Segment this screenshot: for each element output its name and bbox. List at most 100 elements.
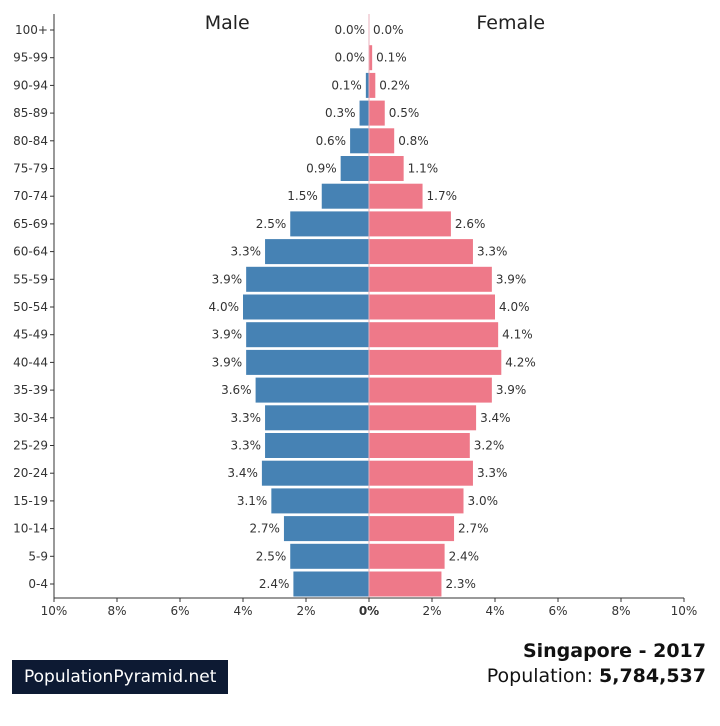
age-group-label: 50-54 [13,300,48,314]
population-value: 5,784,537 [599,665,706,687]
male-bar-85-89 [359,100,369,126]
male-value-label: 2.5% [256,217,287,231]
female-bar-85-89 [369,100,385,126]
female-bar-15-19 [369,488,464,514]
female-bar-20-24 [369,460,473,486]
male-value-label: 4.0% [209,300,240,314]
female-bar-50-54 [369,294,495,320]
female-bar-10-14 [369,516,455,542]
female-value-label: 3.3% [477,245,508,259]
country-year-title: Singapore - 2017 [522,640,706,662]
male-value-label: 3.6% [221,383,252,397]
male-value-label: 1.5% [287,189,318,203]
male-value-label: 3.3% [231,245,262,259]
x-tick-label: 4% [485,604,504,618]
population-summary: Population: 5,784,537 [487,665,706,687]
female-value-label: 1.7% [427,189,458,203]
female-bar-25-29 [369,433,470,458]
female-value-label: 3.4% [480,411,511,425]
female-bar-40-44 [369,349,502,375]
female-bar-55-59 [369,266,492,292]
male-bar-0-4 [293,571,369,597]
age-group-label: 70-74 [13,189,48,203]
male-value-label: 3.1% [237,494,268,508]
age-group-label: 15-19 [13,494,48,508]
female-bar-80-84 [369,128,395,154]
male-bar-75-79 [340,156,369,181]
age-group-label: 30-34 [13,411,48,425]
x-tick-label: 6% [170,604,189,618]
female-value-label: 2.4% [449,549,480,563]
female-bar-30-34 [369,405,477,431]
male-bar-30-34 [265,405,369,431]
age-group-label: 10-14 [13,522,48,536]
x-tick-label: 10% [671,604,698,618]
female-value-label: 3.2% [474,439,505,453]
male-value-label: 3.4% [227,466,258,480]
age-group-label: 75-79 [13,162,48,176]
female-bar-95-99 [369,45,373,71]
age-group-label: 5-9 [28,549,48,563]
male-value-label: 2.7% [249,522,280,536]
x-tick-label: 4% [233,604,252,618]
population-label: Population: [486,665,600,687]
male-bar-90-94 [365,72,369,98]
female-bar-70-74 [369,183,423,209]
female-value-label: 4.2% [505,355,536,369]
female-value-label: 3.9% [496,272,526,286]
male-value-label: 0.0% [335,23,366,37]
male-value-label: 3.9% [212,272,243,286]
x-tick-label: 8% [107,604,126,618]
female-value-label: 0.5% [389,106,420,120]
female-value-label: 1.1% [408,162,439,176]
age-group-label: 35-39 [13,383,48,397]
female-bar-75-79 [369,156,404,181]
male-value-label: 0.6% [316,134,347,148]
female-bar-35-39 [369,377,492,403]
male-bar-80-84 [350,128,369,154]
female-legend-label: Female [476,12,545,34]
female-value-label: 2.3% [445,577,476,591]
female-value-label: 3.0% [468,494,499,508]
age-group-label: 0-4 [28,577,48,591]
age-group-label: 20-24 [13,466,48,480]
age-group-label: 60-64 [13,245,48,259]
male-bar-10-14 [283,516,369,542]
male-bar-5-9 [290,543,369,569]
x-tick-label: 0% [359,604,379,618]
male-value-label: 0.0% [335,51,366,65]
brand-logo[interactable]: PopulationPyramid.net [12,660,229,694]
male-bar-20-24 [261,460,369,486]
age-group-label: 65-69 [13,217,48,231]
female-bar-65-69 [369,211,451,237]
male-bar-45-49 [246,322,369,348]
age-group-label: 95-99 [13,51,48,65]
male-value-label: 2.4% [259,577,290,591]
female-value-label: 0.1% [376,51,407,65]
male-value-label: 0.3% [325,106,356,120]
male-value-label: 3.9% [212,328,243,342]
female-value-label: 4.0% [499,300,530,314]
female-value-label: 2.7% [458,522,489,536]
age-group-label: 80-84 [13,134,48,148]
age-group-label: 25-29 [13,439,48,453]
age-group-label: 85-89 [13,106,48,120]
female-value-label: 3.3% [477,466,508,480]
male-bar-70-74 [321,183,369,209]
male-bar-35-39 [255,377,369,403]
male-value-label: 2.5% [256,549,287,563]
male-bar-55-59 [246,266,369,292]
age-group-label: 45-49 [13,328,48,342]
female-bar-45-49 [369,322,499,348]
female-value-label: 0.2% [379,78,410,92]
male-bar-50-54 [243,294,369,320]
female-value-label: 4.1% [502,328,533,342]
male-value-label: 3.3% [231,439,262,453]
female-bar-5-9 [369,543,445,569]
age-group-label: 100+ [15,23,48,37]
female-bar-90-94 [369,72,376,98]
male-value-label: 3.3% [231,411,262,425]
male-bar-60-64 [265,239,369,265]
male-bar-25-29 [265,433,369,458]
x-tick-label: 2% [296,604,315,618]
